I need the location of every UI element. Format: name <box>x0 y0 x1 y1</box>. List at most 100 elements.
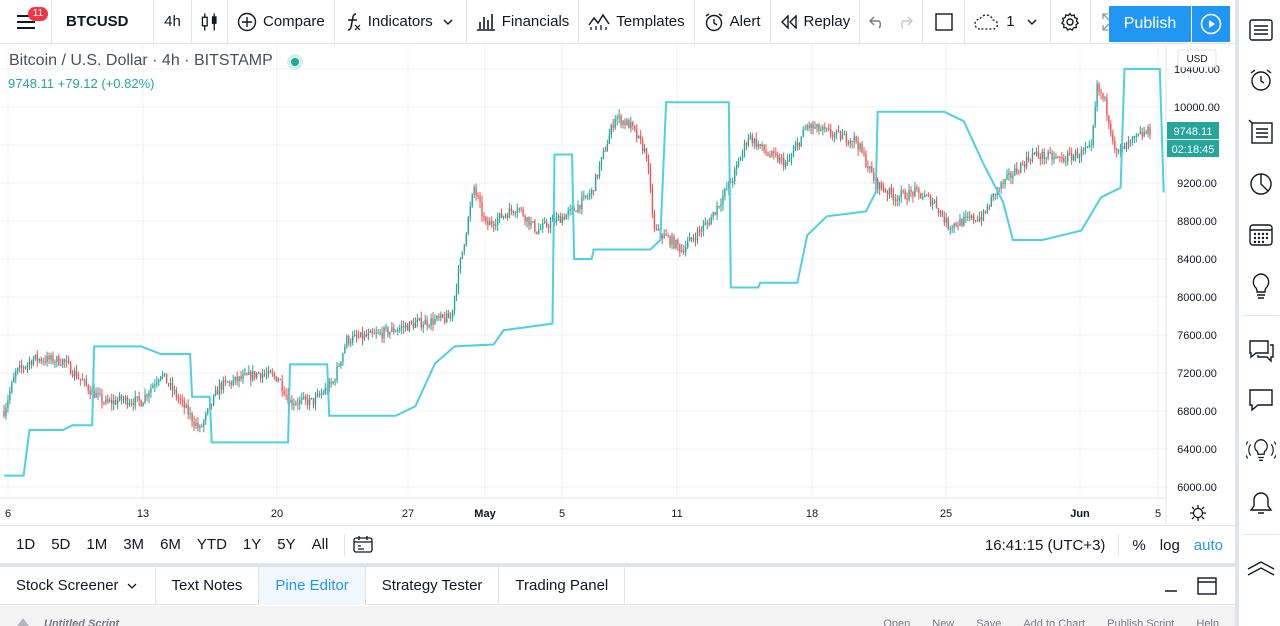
price-chart[interactable]: 6000.00 6400.00 6800.00 7200.00 7600.00 8000.… <box>0 45 1235 525</box>
right-sidebar <box>1235 0 1280 626</box>
candle-body <box>148 392 150 397</box>
maximize-icon[interactable] <box>1197 577 1217 595</box>
candle-body <box>867 166 869 169</box>
publish-options-button[interactable] <box>1192 6 1230 42</box>
notifications-bell-icon[interactable] <box>1246 488 1276 518</box>
ideas-lightbulb-icon[interactable] <box>1246 271 1276 301</box>
financials-button[interactable]: Financials <box>467 0 580 44</box>
range-ytd[interactable]: YTD <box>196 536 227 553</box>
chart-area[interactable]: 6000.00 6400.00 6800.00 7200.00 7600.00 8000.… <box>0 45 1235 525</box>
chart-type-button[interactable] <box>192 0 228 44</box>
templates-button[interactable]: Templates <box>579 0 695 44</box>
tab-strategy-tester[interactable]: Strategy Tester <box>366 566 500 605</box>
candle-body <box>58 356 60 365</box>
candle-body <box>165 373 168 384</box>
candle-body <box>579 204 581 210</box>
broadcast-bulb-icon[interactable] <box>1246 435 1276 465</box>
range-1m[interactable]: 1M <box>86 536 108 553</box>
main-menu-button[interactable]: 11 <box>0 0 52 44</box>
candle-body <box>160 376 162 380</box>
candle-body <box>988 206 991 208</box>
candle-body <box>1000 182 1002 189</box>
compare-button[interactable]: Compare <box>228 0 335 44</box>
candle-body <box>44 361 46 363</box>
candle-body <box>577 204 579 213</box>
scale-separator <box>1118 534 1120 556</box>
replay-button[interactable]: Replay <box>771 0 861 44</box>
range-3m[interactable]: 3M <box>123 536 145 553</box>
publish-button[interactable]: Publish <box>1109 6 1191 42</box>
candle-body <box>281 380 283 391</box>
candle-body <box>283 390 285 395</box>
watchlist-icon[interactable] <box>1246 15 1276 45</box>
tab-pine-editor[interactable]: Pine Editor <box>259 566 366 605</box>
data-window-icon[interactable] <box>1246 117 1276 147</box>
symbol-search-button[interactable]: BTCUSD <box>52 0 154 44</box>
editor-action-save[interactable]: Save <box>976 618 1002 626</box>
candle-body <box>998 188 1000 190</box>
candle-body <box>330 381 332 384</box>
script-name[interactable]: Untitled Script <box>44 618 120 626</box>
candle-body <box>279 379 281 381</box>
range-1y[interactable]: 1Y <box>242 536 262 553</box>
tab-text-notes[interactable]: Text Notes <box>156 566 260 605</box>
layout-button[interactable]: 1 <box>965 0 1051 44</box>
candle-body <box>316 393 319 397</box>
price-tick-label: 6000.00 <box>1177 482 1217 494</box>
log-scale-toggle[interactable]: log <box>1159 536 1180 554</box>
time-axis-settings-icon[interactable] <box>1190 505 1206 521</box>
candle-body <box>1002 182 1004 185</box>
editor-action-publish-script[interactable]: Publish Script <box>1107 618 1175 626</box>
fullscreen-box-button[interactable] <box>923 0 966 44</box>
range-6m[interactable]: 6M <box>160 536 181 553</box>
settings-button[interactable] <box>1051 0 1091 44</box>
streams-chat-icon[interactable] <box>1246 385 1276 415</box>
percent-scale-toggle[interactable]: % <box>1132 536 1146 554</box>
candle-body <box>667 235 669 237</box>
goto-date-icon[interactable] <box>353 535 373 554</box>
candle-body <box>536 231 538 234</box>
undo-icon[interactable] <box>869 15 885 29</box>
auto-scale-toggle[interactable]: auto <box>1193 536 1223 554</box>
indicators-button[interactable]: Indicators <box>335 0 467 44</box>
chats-icon[interactable] <box>1246 335 1276 365</box>
editor-action-new[interactable]: New <box>932 618 955 626</box>
chart-legend-title[interactable]: Bitcoin / U.S. Dollar · 4h · BITSTAMP <box>9 52 273 69</box>
editor-action-help[interactable]: Help <box>1196 618 1219 626</box>
range-all[interactable]: All <box>311 536 329 553</box>
tab-trading-panel[interactable]: Trading Panel <box>499 566 626 605</box>
candle-body <box>826 128 828 130</box>
price-tick-label: 8000.00 <box>1177 292 1217 304</box>
editor-action-open[interactable]: Open <box>883 618 911 626</box>
hotlist-icon[interactable] <box>1246 169 1276 199</box>
candle-body <box>422 324 424 328</box>
candle-body <box>957 225 959 227</box>
candle-body <box>1008 172 1010 175</box>
time-tick-label: 25 <box>940 508 952 520</box>
candle-body <box>244 373 246 375</box>
range-1d[interactable]: 1D <box>16 536 36 553</box>
candle-body <box>908 190 910 200</box>
range-5y[interactable]: 5Y <box>277 536 296 553</box>
alerts-clock-icon[interactable] <box>1246 65 1276 95</box>
clock-time[interactable]: 16:41:15 (UTC+3) <box>984 536 1106 554</box>
candle-body <box>340 361 342 366</box>
candle-body <box>949 228 951 230</box>
interval-button[interactable]: 4h <box>154 0 192 44</box>
range-5d[interactable]: 5D <box>51 536 71 553</box>
candle-body <box>761 144 763 147</box>
candle-body <box>218 383 221 395</box>
collapse-chevron-icon[interactable] <box>1246 553 1276 583</box>
candle-body <box>130 403 133 405</box>
redo-icon[interactable] <box>897 15 914 29</box>
calendar-icon[interactable] <box>1246 219 1276 249</box>
tab-stock-screener[interactable]: Stock Screener <box>0 566 156 605</box>
gear-icon <box>1060 11 1080 31</box>
candle-body <box>835 130 838 134</box>
panel-controls <box>1163 567 1217 605</box>
chevron-down-icon <box>1027 19 1037 25</box>
editor-action-add-to-chart[interactable]: Add to Chart <box>1023 618 1086 626</box>
minimize-icon[interactable] <box>1163 578 1179 594</box>
panel-divider[interactable] <box>0 563 1235 567</box>
alert-button[interactable]: Alert <box>695 0 771 44</box>
